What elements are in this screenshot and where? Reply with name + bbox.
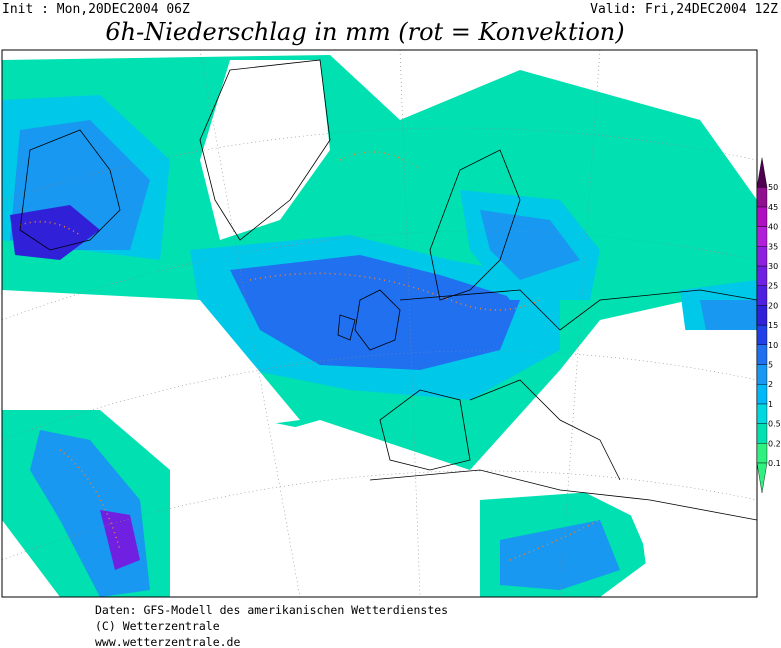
colorbar-label: 20 xyxy=(768,301,778,310)
colorbar-segment xyxy=(756,285,768,306)
colorbar-label: 35 xyxy=(768,242,778,251)
colorbar-segment xyxy=(756,443,768,464)
colorbar-label: 25 xyxy=(768,282,778,291)
colorbar-segment xyxy=(756,384,768,405)
footer-line: (C) Wetterzentrale xyxy=(95,619,220,633)
valid-text: Valid: Fri,24DEC2004 12Z xyxy=(590,2,778,17)
colorbar-label: 0.5 xyxy=(768,420,781,429)
colorbar-label: 40 xyxy=(768,223,778,232)
footer-line: Daten: GFS-Modell des amerikanischen Wet… xyxy=(95,603,448,617)
colorbar-segment xyxy=(756,344,768,365)
colorbar-label: 10 xyxy=(768,341,778,350)
colorbar-segment xyxy=(756,206,768,227)
colorbar-label: 45 xyxy=(768,203,778,212)
colorbar-label: 50 xyxy=(768,183,778,192)
colorbar-segment xyxy=(756,246,768,267)
map-title: 6h-Niederschlag in mm (rot = Konvektion) xyxy=(105,18,624,46)
colorbar-segment xyxy=(756,186,768,208)
colorbar-label: 30 xyxy=(768,262,778,271)
colorbar-segment xyxy=(756,305,768,326)
footer-line: www.wetterzentrale.de xyxy=(95,635,240,648)
colorbar-segment xyxy=(756,364,768,385)
colorbar-segment xyxy=(756,403,768,424)
colorbar-segment xyxy=(756,324,768,346)
colorbar-label: 0.1 xyxy=(768,459,781,468)
colorbar-segment xyxy=(756,423,768,444)
colorbar-label: 0.2 xyxy=(768,439,781,448)
colorbar-label: 2 xyxy=(768,380,773,389)
colorbar-label: 1 xyxy=(768,400,773,409)
colorbar-label: 5 xyxy=(768,361,773,370)
init-text: Init : Mon,20DEC2004 06Z xyxy=(2,2,190,17)
colorbar-label: 15 xyxy=(768,321,778,330)
precip-areas xyxy=(2,55,757,597)
map xyxy=(1,49,758,598)
colorbar-segment xyxy=(756,265,768,286)
colorbar-segment xyxy=(756,226,768,247)
colorbar-cap xyxy=(756,157,768,188)
colorbar-cap xyxy=(756,462,768,494)
